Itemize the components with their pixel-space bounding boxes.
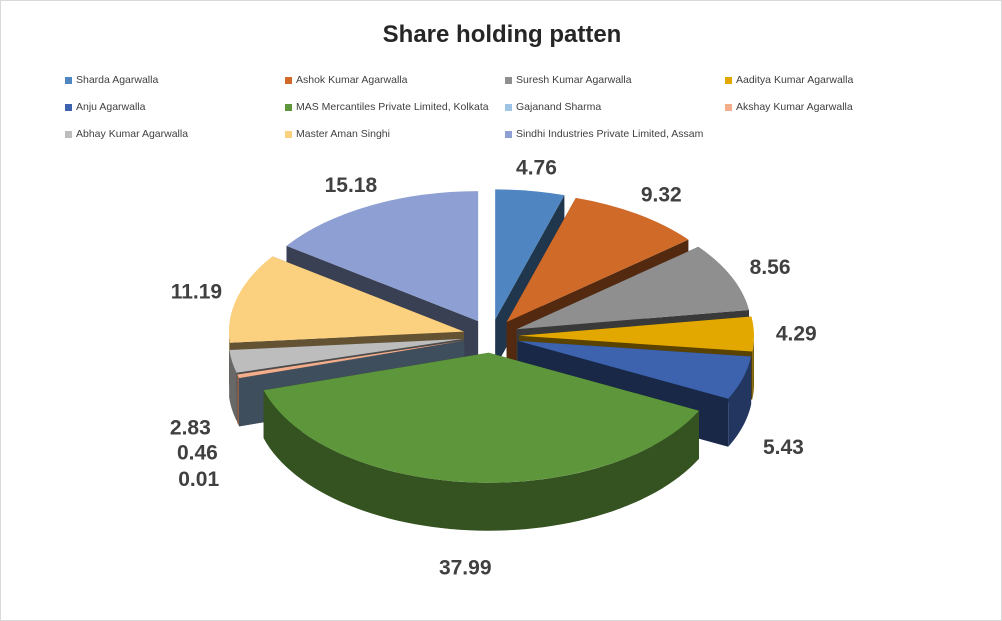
- slice-top: [286, 191, 479, 322]
- legend-item: MAS Mercantiles Private Limited, Kolkata: [285, 100, 505, 114]
- legend-swatch: [285, 76, 292, 84]
- slice-top: [228, 256, 464, 343]
- legend-item: Master Aman Singhi: [285, 127, 505, 141]
- data-label: 2.83: [170, 417, 211, 440]
- slice-outer-wall: [263, 390, 699, 531]
- legend-item: Anju Agarwalla: [65, 100, 285, 114]
- slice-outer-wall: [237, 374, 240, 427]
- legend-label: Abhay Kumar Agarwalla: [76, 128, 189, 140]
- legend-label: Ashok Kumar Agarwalla: [296, 74, 408, 86]
- data-label: 9.32: [641, 184, 682, 207]
- legend-item: Sindhi Industries Private Limited, Assam: [505, 127, 725, 141]
- legend-label: Sharda Agarwalla: [76, 74, 159, 86]
- legend-swatch: [505, 76, 512, 84]
- data-label: 0.01: [178, 468, 219, 491]
- legend-swatch: [285, 103, 292, 111]
- slice-top: [495, 189, 565, 320]
- slice-outer-wall: [728, 356, 752, 447]
- pie-slice: [263, 352, 699, 531]
- slice-top: [518, 316, 754, 352]
- data-label: 8.56: [750, 256, 791, 279]
- legend-item: Abhay Kumar Agarwalla: [65, 127, 285, 141]
- legend: Sharda Agarwalla Ashok Kumar Agarwalla Sur…: [65, 73, 945, 141]
- legend-label: Gajanand Sharma: [516, 101, 602, 113]
- data-label: 0.46: [177, 442, 218, 465]
- legend-item: Gajanand Sharma: [505, 100, 725, 114]
- data-label: 37.99: [439, 557, 492, 580]
- slice-top: [237, 340, 465, 379]
- legend-item: Suresh Kumar Agarwalla: [505, 73, 725, 87]
- slice-outer-wall: [752, 333, 754, 400]
- data-label: 5.43: [763, 436, 804, 459]
- legend-label: MAS Mercantiles Private Limited, Kolkata: [296, 101, 489, 113]
- legend-swatch: [285, 130, 292, 138]
- slice-top: [517, 340, 752, 399]
- legend-swatch: [65, 130, 72, 138]
- legend-swatch: [505, 130, 512, 138]
- slice-top: [516, 246, 750, 330]
- data-label: 4.29: [776, 323, 817, 346]
- legend-item: Sharda Agarwalla: [65, 73, 285, 87]
- legend-swatch: [505, 103, 512, 111]
- slice-top: [239, 340, 465, 379]
- legend-swatch: [725, 76, 732, 84]
- legend-swatch: [65, 103, 72, 111]
- data-label: 15.18: [325, 174, 378, 197]
- data-label: 4.76: [516, 157, 557, 180]
- legend-label: Aaditya Kumar Agarwalla: [736, 74, 854, 86]
- slice-outer-wall: [229, 350, 237, 421]
- data-label: 11.19: [171, 280, 222, 303]
- legend-swatch: [725, 103, 732, 111]
- slice-top: [506, 197, 689, 323]
- legend-label: Sindhi Industries Private Limited, Assam: [516, 128, 704, 140]
- legend-label: Master Aman Singhi: [296, 128, 390, 140]
- chart-title: Share holding patten: [382, 21, 622, 48]
- legend-item: Akshay Kumar Agarwalla: [725, 100, 945, 114]
- legend-item: Ashok Kumar Agarwalla: [285, 73, 505, 87]
- legend-label: Akshay Kumar Agarwalla: [736, 101, 853, 113]
- legend-swatch: [65, 76, 72, 84]
- legend-item: Aaditya Kumar Agarwalla: [725, 73, 945, 87]
- legend-label: Anju Agarwalla: [76, 101, 146, 113]
- slice-top: [263, 352, 699, 483]
- slice-top: [229, 338, 464, 373]
- legend-label: Suresh Kumar Agarwalla: [516, 74, 632, 86]
